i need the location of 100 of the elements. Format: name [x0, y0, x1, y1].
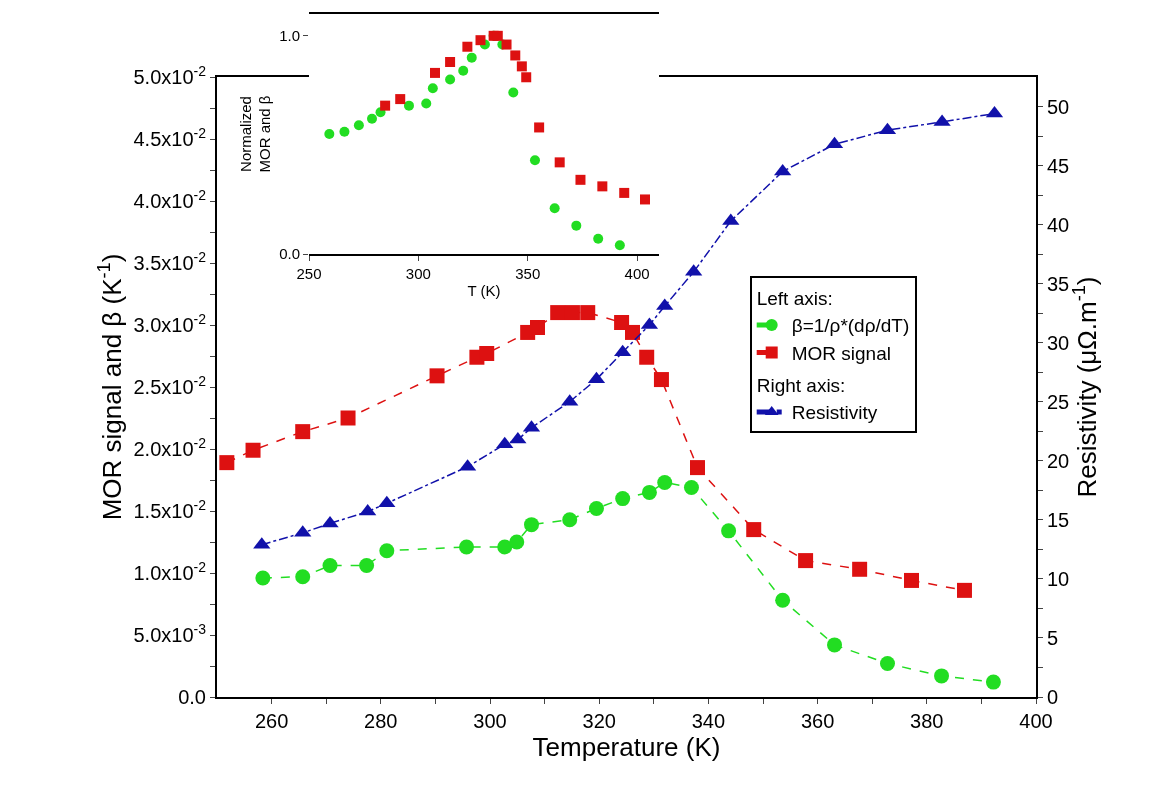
y-tick-label: 4.0x10$^{-2}$	[133, 186, 207, 212]
point	[774, 163, 792, 176]
text: Right axis:	[756, 374, 846, 396]
y-tick-label: 2.5x10$^{-2}$	[133, 372, 207, 398]
point	[852, 561, 868, 577]
point	[295, 569, 311, 585]
y2-tick-label: 5	[1047, 626, 1059, 649]
y-tick-label: 1.0x10$^{-2}$	[133, 558, 207, 584]
point	[353, 120, 364, 131]
x-tick-label: 340	[691, 710, 726, 732]
y2-tick-label: 35	[1047, 272, 1070, 295]
point	[508, 87, 519, 98]
point	[904, 572, 920, 588]
y-tick-label: 5.0x10$^{-2}$	[133, 62, 207, 88]
point	[367, 113, 377, 124]
x-tick-label: 250	[296, 265, 322, 282]
x-tick-label: 400	[624, 265, 650, 282]
point	[639, 349, 655, 365]
point	[597, 181, 608, 192]
point	[619, 187, 630, 198]
point	[534, 122, 545, 133]
x-axis-title: Temperature (K)	[532, 732, 721, 762]
point	[657, 474, 673, 490]
point	[339, 126, 350, 137]
point	[509, 534, 525, 550]
point	[934, 668, 950, 684]
y-tick-label: 3.0x10$^{-2}$	[133, 310, 207, 336]
x-tick-label: 400	[1019, 710, 1053, 732]
x-axis-title: T (K)	[467, 281, 501, 299]
point	[458, 65, 469, 76]
point	[588, 501, 604, 517]
point	[321, 515, 339, 528]
point	[614, 315, 630, 331]
point	[985, 674, 1001, 690]
y2-tick-label: 0	[1047, 686, 1059, 708]
x-tick-label: 320	[582, 710, 616, 732]
x-tick-label: 380	[910, 710, 944, 732]
y-tick-label: 1.5x10$^{-2}$	[133, 496, 207, 522]
point	[445, 57, 456, 67]
point	[430, 67, 440, 78]
point	[683, 479, 699, 495]
point	[524, 517, 539, 533]
point	[479, 346, 495, 362]
point	[380, 100, 391, 111]
y-tick-label: 4.5x10$^{-2}$	[133, 124, 207, 150]
y-tick-label: 3.5x10$^{-2}$	[133, 248, 207, 274]
point	[466, 52, 477, 63]
point	[403, 100, 414, 111]
point	[462, 41, 473, 52]
point	[550, 305, 566, 321]
point	[255, 570, 271, 586]
y-axis-title: Normalized MOR and β	[236, 95, 274, 173]
y2-tick-label: 25	[1047, 390, 1070, 413]
y2-tick-label: 50	[1047, 95, 1070, 118]
point	[496, 436, 514, 449]
y2-tick-label: 10	[1047, 567, 1070, 590]
point	[245, 442, 261, 458]
point	[746, 522, 762, 538]
y2-tick-label: 45	[1047, 154, 1070, 177]
point	[324, 129, 335, 139]
point	[721, 523, 737, 539]
y2-tick-label: 15	[1047, 508, 1070, 531]
point	[497, 539, 513, 555]
point	[564, 305, 580, 321]
point	[880, 656, 895, 672]
legend-label: β=1/ρ*(dρ/dT)	[791, 315, 910, 337]
point	[689, 460, 705, 476]
point	[593, 233, 604, 244]
point	[521, 72, 532, 83]
point	[653, 372, 669, 388]
point	[956, 582, 972, 598]
point	[614, 240, 625, 251]
y-tick-label: 5.0x10$^{-3}$	[133, 620, 207, 646]
x-tick-label: 300	[405, 265, 431, 282]
point	[378, 495, 396, 508]
y-tick-label: 0.0	[178, 686, 206, 708]
point	[575, 174, 586, 185]
point	[625, 324, 641, 340]
point	[359, 558, 375, 574]
x-tick-label: 360	[800, 710, 835, 732]
point	[529, 155, 540, 166]
point	[571, 220, 582, 231]
point	[492, 30, 503, 41]
x-tick-label: 350	[515, 265, 541, 282]
point	[379, 543, 395, 559]
text: Left axis:	[756, 287, 833, 309]
point	[429, 368, 445, 384]
x-tick-label: 300	[473, 710, 507, 732]
point	[510, 50, 521, 61]
x-tick-label: 260	[254, 710, 289, 732]
point	[295, 424, 311, 440]
y2-tick-label: 20	[1047, 449, 1070, 472]
y-tick-label: 2.0x10$^{-2}$	[133, 434, 207, 460]
point	[530, 319, 545, 335]
point	[775, 592, 791, 608]
point	[427, 83, 438, 94]
y2-tick-label: 40	[1047, 213, 1070, 236]
point	[615, 491, 631, 507]
point	[421, 98, 432, 109]
point	[827, 637, 843, 653]
